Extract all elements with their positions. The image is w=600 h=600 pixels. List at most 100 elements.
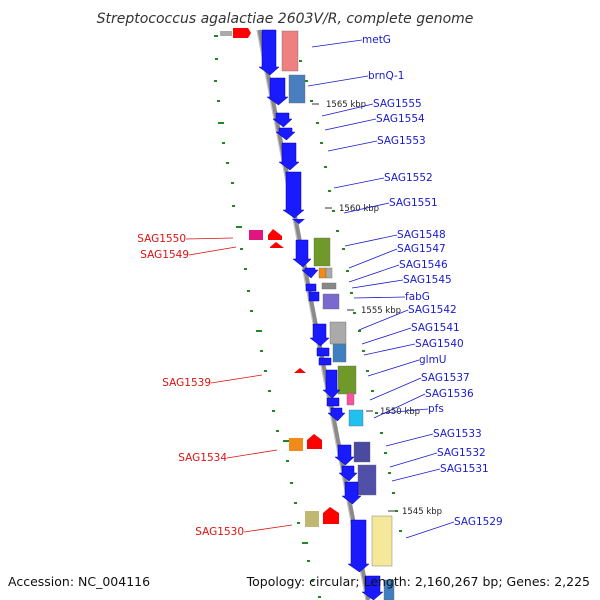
forward-leader-1 — [307, 75, 369, 87]
accession-text: Accession: NC_004116 — [8, 574, 150, 589]
reverse-gene-label: SAG1549 — [140, 249, 189, 261]
cog-sag1530 — [305, 511, 319, 527]
forward-gene-label: SAG1533 — [433, 428, 482, 440]
gc-tick-46 — [375, 412, 378, 414]
forward-leader-8 — [348, 248, 398, 269]
cog-block-5 — [321, 282, 337, 290]
cog-sag1534 — [289, 438, 303, 451]
tick-label-4: 1545 kbp — [402, 507, 442, 517]
reverse-leader-1 — [188, 246, 237, 256]
gc-tick-24 — [297, 522, 300, 524]
gc-tick-23 — [294, 502, 297, 504]
forward-gene-label: SAG1542 — [408, 304, 457, 316]
forward-leader-2 — [321, 103, 374, 117]
cog-block-7 — [329, 321, 347, 345]
forward-cds-9 — [308, 291, 320, 302]
forward-gene-label: SAG1546 — [399, 259, 448, 271]
forward-gene-label: SAG1531 — [440, 463, 489, 475]
cog-block-2 — [313, 237, 331, 267]
forward-leader-20 — [389, 452, 438, 468]
forward-cds-3 — [275, 127, 296, 141]
forward-gene-label: SAG1536 — [425, 388, 474, 400]
gc-tick-30 — [305, 80, 308, 82]
cog-block-4 — [325, 267, 333, 279]
reverse-leader-4 — [243, 524, 293, 533]
reverse-gene-label: SAG1550 — [137, 233, 186, 245]
cog-block-10 — [346, 392, 355, 406]
forward-gene-label: pfs — [428, 403, 444, 415]
gc-tick-8 — [232, 205, 235, 207]
forward-leader-14 — [363, 343, 416, 356]
forward-leader-22 — [405, 521, 455, 539]
reverse-gene-labels: SAG1550 SAG1549 SAG1539 SAG1534 SAG1530 — [137, 233, 293, 538]
cog-block-15 — [383, 579, 395, 600]
reverse-cds-sag1550 — [268, 229, 282, 240]
gc-tick-11 — [244, 268, 247, 270]
reverse-leader-3 — [226, 449, 278, 459]
forward-leader-5 — [333, 177, 385, 189]
forward-cds-19 — [347, 519, 370, 573]
forward-leader-4 — [327, 140, 378, 152]
tick-label-3: 1550 kbp — [380, 407, 420, 417]
gc-tick-29 — [299, 60, 302, 62]
gc-tick-15 — [260, 350, 263, 352]
forward-gene-label: SAG1541 — [411, 322, 460, 334]
forward-cds-17 — [338, 465, 358, 482]
gc-tick-39 — [346, 270, 349, 272]
tick-label-2: 1555 kbp — [361, 306, 401, 316]
gc-tick-36 — [332, 210, 335, 212]
gc-tick-37 — [336, 230, 339, 232]
reverse-cds-sag1534 — [307, 434, 322, 449]
gc-tick-50 — [392, 492, 395, 494]
forward-gene-label: SAG1548 — [397, 229, 446, 241]
forward-gene-label: SAG1537 — [421, 372, 470, 384]
forward-gene-label: SAG1545 — [403, 274, 452, 286]
gc-tick-25 — [302, 542, 308, 544]
forward-cds-12 — [318, 357, 332, 366]
gc-skew-track — [214, 35, 402, 598]
gc-tick-13 — [250, 310, 253, 312]
gc-tick-49 — [388, 472, 391, 474]
gc-tick-12 — [247, 290, 250, 292]
forward-cds-18 — [341, 481, 362, 505]
forward-cds-15 — [327, 407, 346, 422]
gc-tick-33 — [320, 142, 323, 144]
gc-tick-16 — [264, 370, 267, 372]
forward-leader-18 — [383, 408, 429, 414]
forward-cds-14 — [326, 397, 340, 407]
gc-tick-34 — [324, 166, 327, 168]
forward-strand-track — [258, 29, 384, 600]
forward-gene-label: glmU — [419, 354, 447, 366]
gc-tick-48 — [384, 452, 387, 454]
cog-block-12 — [353, 441, 371, 463]
forward-gene-label: SAG1532 — [437, 447, 486, 459]
forward-cds-2 — [272, 112, 293, 128]
forward-cds-0 — [258, 29, 280, 76]
reverse-gene-label: SAG1534 — [178, 452, 227, 464]
gc-tick-10 — [240, 248, 243, 250]
forward-leader-15 — [367, 359, 420, 377]
cog-block-3 — [318, 267, 327, 279]
gc-tick-27 — [311, 580, 314, 582]
gc-tick-1 — [215, 58, 218, 60]
forward-gene-label: SAG1552 — [384, 172, 433, 184]
cog-block-14 — [371, 515, 393, 567]
forward-leader-10 — [351, 279, 404, 289]
forward-leader-3 — [324, 118, 377, 131]
forward-leader-13 — [361, 327, 412, 345]
reverse-gene-label: SAG1539 — [162, 377, 211, 389]
gc-tick-32 — [316, 122, 319, 124]
map-title: Streptococcus agalactiae 2603V/R, comple… — [97, 11, 474, 27]
forward-gene-label: fabG — [405, 291, 430, 303]
gc-tick-26 — [307, 560, 310, 562]
gc-tick-2 — [214, 80, 217, 82]
reverse-leader-0 — [185, 237, 234, 240]
gc-tick-3 — [217, 100, 220, 102]
forward-cds-8 — [305, 283, 317, 292]
gc-tick-47 — [380, 432, 383, 434]
cog-block-1 — [288, 74, 306, 104]
gc-tick-35 — [328, 190, 331, 192]
cog-block-9 — [337, 365, 357, 395]
reverse-cds-sag1530 — [323, 507, 339, 524]
